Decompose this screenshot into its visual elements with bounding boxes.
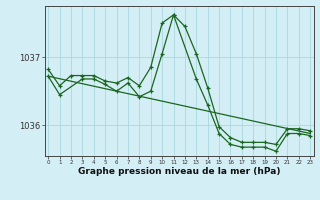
X-axis label: Graphe pression niveau de la mer (hPa): Graphe pression niveau de la mer (hPa) — [78, 167, 280, 176]
